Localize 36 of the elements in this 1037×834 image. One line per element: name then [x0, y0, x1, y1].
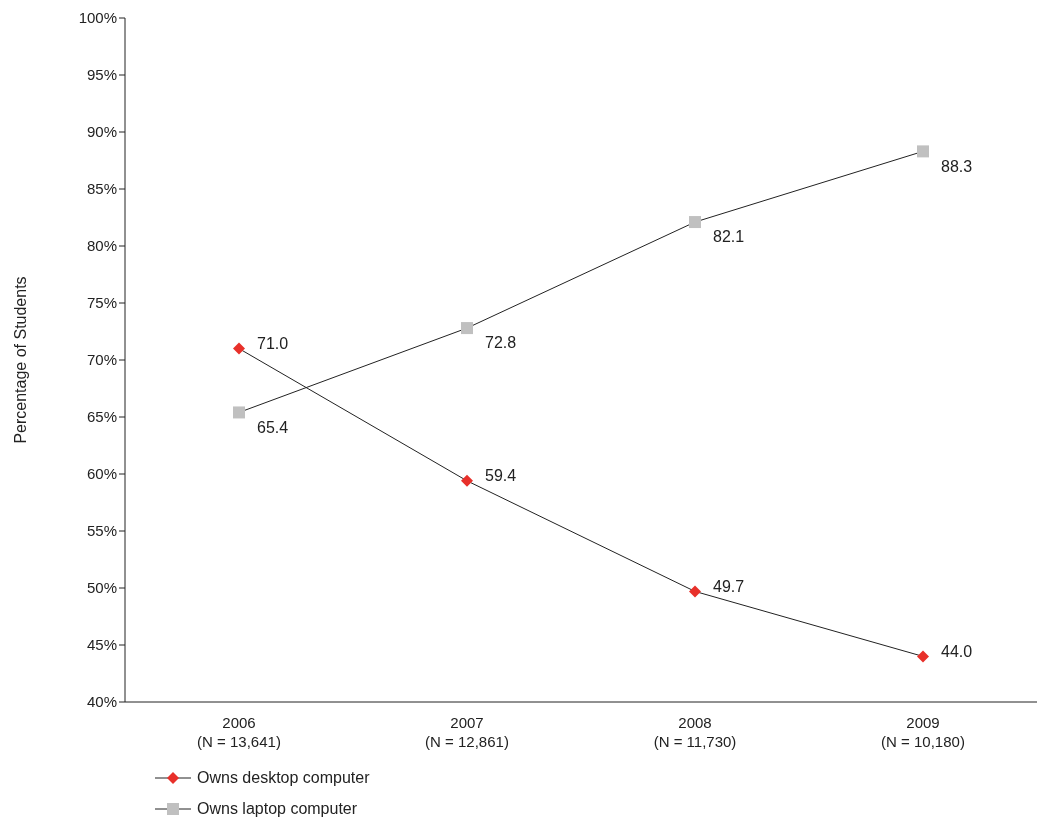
point [689, 585, 701, 598]
y-tick-label: 90% [86, 123, 117, 141]
point [917, 650, 929, 663]
data-label: 49.7 [713, 577, 745, 595]
data-label: 71.0 [257, 334, 289, 352]
legend-label: Owns desktop computer [197, 768, 370, 787]
y-tick-label: 65% [86, 408, 117, 426]
point [233, 342, 245, 355]
data-label: 65.4 [257, 418, 289, 436]
point [917, 145, 929, 158]
y-tick-label: 60% [86, 465, 117, 483]
y-tick-label: 50% [86, 579, 117, 597]
data-label: 59.4 [485, 467, 517, 485]
x-tick-label: 2007 (N = 12,861) [425, 714, 509, 750]
point [461, 322, 473, 335]
y-tick-label: 75% [86, 294, 117, 312]
x-tick-label: 2008 (N = 11,730) [653, 714, 737, 750]
data-label: 44.0 [941, 642, 973, 660]
x-tick-label: 2009 (N = 10,180) [881, 714, 965, 750]
point [233, 406, 245, 419]
y-tick-label: 100% [78, 9, 117, 27]
data-label: 72.8 [485, 334, 517, 352]
y-tick-label: 40% [86, 693, 117, 711]
legend-label: Owns laptop computer [197, 799, 358, 818]
y-tick-label: 45% [86, 636, 117, 654]
point [689, 216, 701, 229]
data-label: 88.3 [941, 157, 973, 175]
y-tick-label: 80% [86, 237, 117, 255]
y-tick-label: 55% [86, 522, 117, 540]
y-tick-label: 95% [86, 66, 117, 84]
data-label: 82.1 [713, 228, 745, 246]
y-tick-label: 85% [86, 180, 117, 198]
y-axis-title: Percentage of Students [12, 276, 30, 444]
x-tick-label: 2006 (N = 13,641) [197, 714, 281, 750]
point [461, 474, 473, 487]
y-tick-label: 70% [86, 351, 117, 369]
